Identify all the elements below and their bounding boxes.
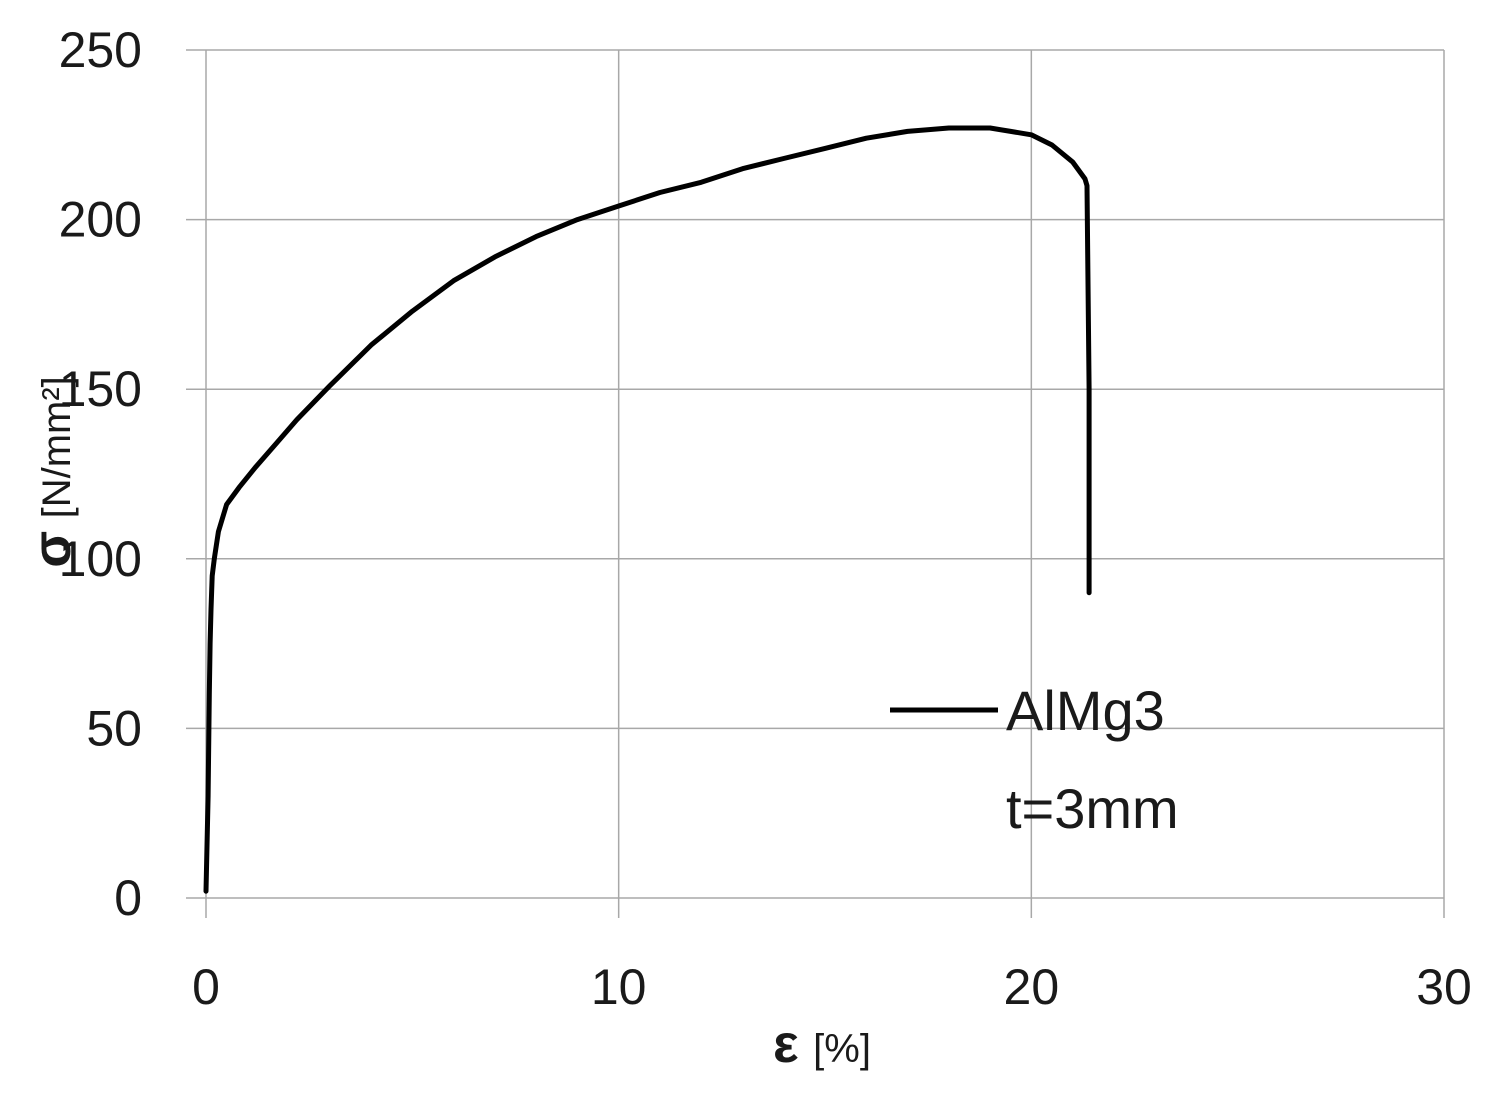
legend-series-name: AlMg3	[1006, 679, 1165, 742]
tick-labels: 0 50 100 150 200 250 0 10 20 30	[59, 22, 1472, 1015]
x-axis-symbol: ε	[773, 1014, 799, 1074]
legend-thickness-note: t=3mm	[1006, 777, 1179, 840]
y-tick-label: 100	[59, 531, 142, 587]
x-axis-label: ε [%]	[773, 1014, 871, 1074]
x-tick-label: 30	[1416, 959, 1472, 1015]
y-tick-label: 200	[59, 192, 142, 248]
y-axis-unit: [N/mm²]	[35, 376, 79, 518]
y-tick-label: 250	[59, 22, 142, 78]
legend: AlMg3 t=3mm	[890, 679, 1179, 840]
y-tick-label: 0	[114, 870, 142, 926]
x-tick-label: 0	[192, 959, 220, 1015]
y-tick-label: 50	[86, 700, 142, 756]
series-line-0	[203, 125, 1092, 894]
y-axis-label: σ [N/mm²]	[22, 376, 82, 568]
x-tick-label: 20	[1004, 959, 1060, 1015]
y-axis-symbol: σ	[22, 531, 82, 568]
data-series	[203, 125, 1092, 894]
x-axis-unit: [%]	[813, 1027, 871, 1071]
y-tick-label: 150	[59, 361, 142, 417]
grid-lines	[186, 49, 1445, 918]
x-tick-label: 10	[591, 959, 647, 1015]
